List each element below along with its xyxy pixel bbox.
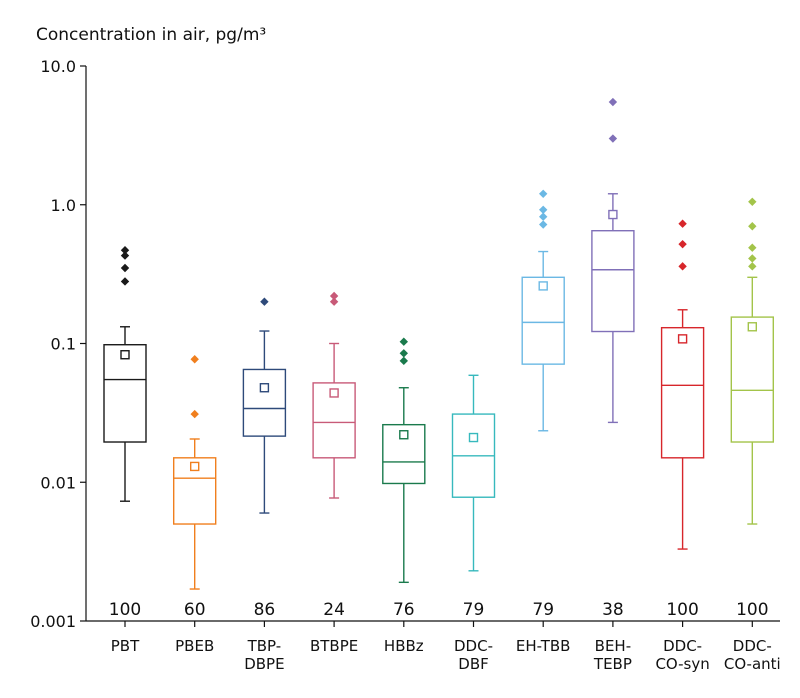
sample-count-label: 76	[393, 600, 415, 620]
y-tick-label: 1.0	[51, 196, 76, 215]
outlier-point	[399, 356, 408, 366]
mean-marker	[747, 322, 757, 332]
x-category-label: TBP-	[247, 637, 282, 655]
outlier-point	[120, 246, 130, 255]
mean-marker	[329, 388, 339, 398]
y-tick-label: 0.1	[51, 335, 76, 354]
box-group	[521, 189, 565, 432]
box-group	[172, 355, 217, 590]
mean-marker	[399, 430, 409, 440]
outlier-point	[190, 355, 199, 364]
box-group	[242, 297, 287, 514]
x-category-label: DDC-	[663, 637, 702, 655]
mean-marker	[677, 334, 688, 344]
box	[521, 276, 565, 365]
outlier-point	[608, 134, 618, 143]
sample-count-label: 38	[602, 600, 624, 620]
sample-count-label: 100	[109, 600, 141, 620]
x-category-label: BEH-	[595, 637, 631, 655]
mean-marker	[189, 461, 200, 472]
box-group	[451, 374, 496, 572]
outlier-point	[678, 219, 687, 228]
outlier-point	[399, 337, 408, 346]
sample-count-label: 60	[184, 600, 206, 620]
outlier-point	[120, 277, 130, 286]
outlier-point	[608, 97, 618, 107]
x-category-label: BTBPE	[310, 637, 358, 655]
x-category-label: CO-syn	[655, 655, 709, 673]
mean-marker	[608, 209, 618, 220]
outlier-point	[190, 409, 199, 419]
x-category-label: PBT	[111, 637, 140, 655]
y-tick-label: 0.001	[30, 612, 76, 631]
outlier-point	[539, 205, 548, 214]
x-category-label: HBBz	[384, 637, 424, 655]
category-labels: 100 PBT 60 PBEB 86 TBP-DBPE 24 BTBPE 76 HBBz 79 DDC…	[109, 600, 781, 673]
box-group	[591, 97, 635, 424]
outlier-point	[329, 291, 339, 301]
x-category-label: CO-anti	[724, 655, 781, 673]
x-category-label: TEBP	[593, 655, 632, 673]
outlier-point	[539, 212, 548, 221]
box	[103, 344, 147, 443]
outlier-point	[748, 243, 757, 252]
sample-count-label: 24	[323, 600, 345, 620]
outlier-point	[539, 220, 548, 229]
mean-marker	[120, 350, 130, 360]
sample-count-label: 79	[463, 600, 485, 620]
outlier-point	[678, 239, 687, 249]
outlier-point	[120, 251, 130, 260]
x-category-label: PBEB	[175, 637, 214, 655]
x-category-label: DBPE	[244, 655, 284, 673]
outlier-point	[329, 297, 339, 306]
sample-count-label: 79	[532, 600, 554, 620]
box-group	[103, 246, 147, 502]
box-group	[660, 219, 705, 550]
x-category-label: EH-TBB	[516, 637, 571, 655]
outlier-point	[748, 254, 757, 263]
outlier-point	[748, 222, 757, 231]
outlier-point	[260, 297, 269, 306]
outlier-point	[399, 349, 408, 358]
box	[660, 326, 705, 459]
outlier-point	[748, 197, 757, 207]
axes: 0.001 0.01 0.1 1.0 10.0	[30, 57, 780, 631]
x-category-label: DBF	[458, 655, 488, 673]
box	[730, 316, 774, 443]
outlier-point	[120, 263, 130, 273]
box-group	[730, 197, 774, 525]
outlier-point	[678, 262, 687, 271]
mean-marker	[259, 383, 270, 393]
y-tick-label: 0.01	[40, 473, 76, 492]
box-group	[312, 291, 356, 499]
x-category-label: DDC-	[454, 637, 493, 655]
sample-count-label: 100	[736, 600, 768, 620]
box	[591, 230, 635, 333]
box	[172, 457, 217, 525]
box	[242, 368, 287, 437]
mean-marker	[538, 281, 548, 291]
y-tick-label: 10.0	[40, 57, 76, 76]
outlier-point	[748, 262, 757, 271]
box-series	[103, 97, 774, 590]
outlier-point	[539, 189, 548, 198]
sample-count-label: 100	[666, 600, 698, 620]
sample-count-label: 86	[254, 600, 276, 620]
box-group	[382, 337, 426, 584]
mean-marker	[468, 432, 479, 443]
chart-title: Concentration in air, pg/m³	[36, 25, 266, 45]
x-category-label: DDC-	[733, 637, 772, 655]
